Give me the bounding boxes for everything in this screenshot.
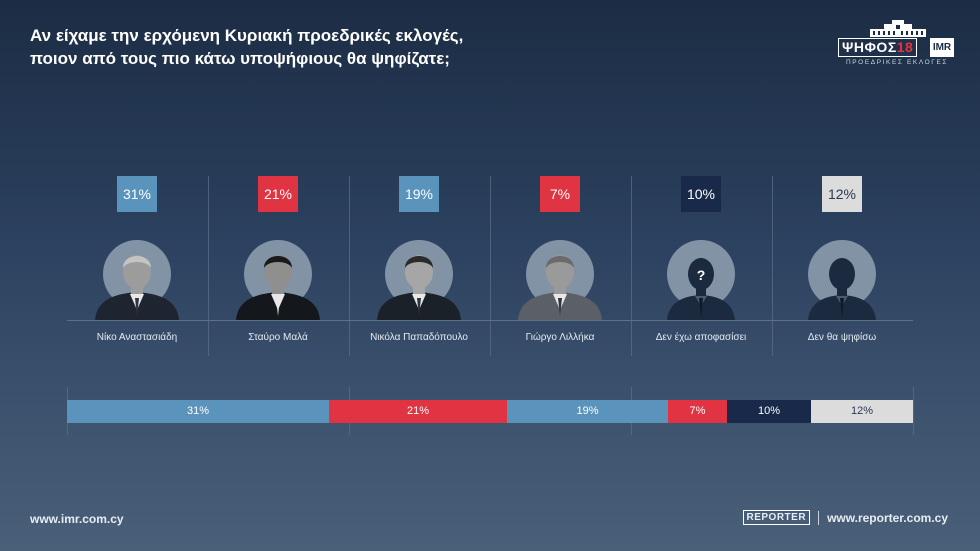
candidate-column: 12% Δεν θα ψηφίσω [772,176,912,356]
candidate-column: 31% Νίκο Αναστασιάδη [67,176,207,356]
candidate-column: 7% Γιώργο Λιλλήκα [490,176,630,356]
footer-divider [818,510,820,525]
percentage-badge: 7% [540,176,580,212]
baseline-divider [67,320,913,321]
presidential-palace-icon [870,20,926,37]
question-line-2: ποιον από τους πιο κάτω υποψήφιους θα ψη… [30,49,450,68]
bar-segment: 21% [329,400,507,423]
percentage-badge: 10% [681,176,721,212]
percentage-badge: 12% [822,176,862,212]
percentage-badge: 21% [258,176,298,212]
bar-segment: 19% [507,400,668,423]
undecided-silhouette-icon: ? [667,258,735,320]
column-divider [772,176,773,356]
percentage-badge: 31% [117,176,157,212]
question-line-1: Αν είχαμε την ερχόμενη Κυριακή προεδρικέ… [30,26,464,45]
candidate-column: 19% Νικόλα Παπαδόπουλο [349,176,489,356]
column-divider [349,176,350,356]
footer-reporter-url[interactable]: www.reporter.com.cy [827,510,948,525]
candidate-photo [95,255,179,320]
candidate-photo [377,255,461,320]
candidate-photo [236,255,320,320]
bar-segment: 31% [67,400,329,423]
silhouette-icon [808,258,876,320]
footer-reporter: REPORTER www.reporter.com.cy [742,510,948,525]
column-divider [631,176,632,356]
footer-imr-url[interactable]: www.imr.com.cy [30,512,124,526]
column-divider [490,176,491,356]
reporter-logo: REPORTER [742,510,811,525]
percentage-badge: 19% [399,176,439,212]
candidate-name: Δεν θα ψηφίσω [807,332,877,343]
candidate-column: 10%? Δεν έχω αποφασίσει [631,176,771,356]
candidate-name: Νικόλα Παπαδόπουλο [370,332,468,343]
candidate-name: Νίκο Αναστασιάδη [96,332,178,343]
candidate-name: Γιώργο Λιλλήκα [525,332,595,343]
candidate-name: Σταύρο Μαλά [248,332,308,343]
column-divider [208,176,209,356]
candidate-name: Δεν έχω αποφασίσει [655,332,747,343]
svg-text:?: ? [697,267,706,283]
imr-logo: IMR [930,38,954,57]
bar-segment: 7% [668,400,727,423]
candidate-column: 21% Σταύρο Μαλά [208,176,348,356]
logo-wordmark: ΨΗΦΟΣ18 [838,38,918,57]
stacked-bar: 31% 21% 19% 7% 10% 12% [67,400,913,423]
bar-segment: 10% [727,400,811,423]
bar-guide-line [913,387,914,435]
logo-subtitle: ΠΡΟΕΔΡΙΚΕΣ ΕΚΛΟΓΕΣ [845,59,949,66]
psifos18-logo: ΨΗΦΟΣ18 IMR ΠΡΟΕΔΡΙΚΕΣ ΕΚΛΟΓΕΣ [838,20,956,68]
candidate-photo [518,255,602,320]
question-title: Αν είχαμε την ερχόμενη Κυριακή προεδρικέ… [30,24,463,70]
bar-segment: 12% [811,400,913,423]
